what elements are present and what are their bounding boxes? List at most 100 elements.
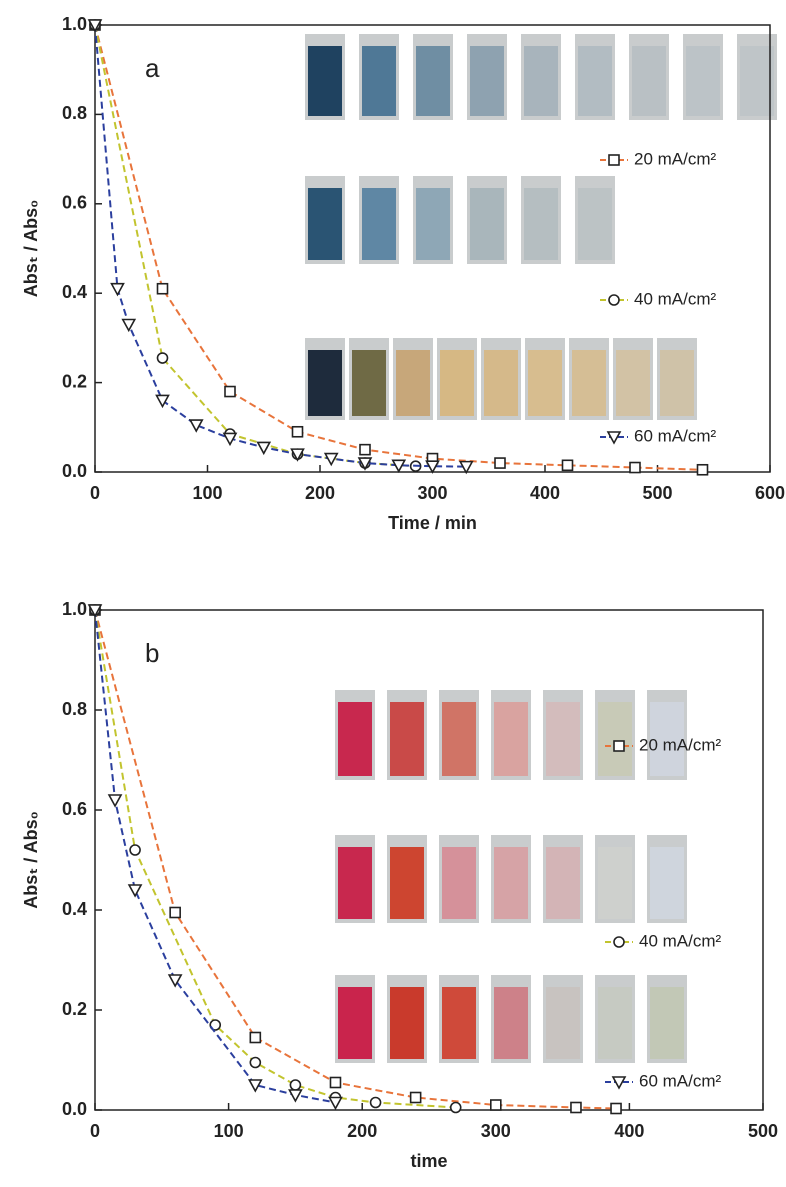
x-tick-label: 300 [481,1121,511,1141]
marker [155,394,170,409]
y-tick-label: 0.0 [62,461,87,481]
panel-label: b [145,638,159,668]
x-tick-label: 500 [642,483,672,503]
vial-liquid [308,188,342,260]
legend-label: 20 mA/cm² [639,735,722,754]
vial-liquid [524,188,558,260]
marker [87,19,103,33]
marker [188,419,204,433]
vial-liquid [308,46,342,116]
vial-liquid [650,987,684,1059]
x-tick-label: 200 [305,483,335,503]
x-tick-label: 300 [417,483,447,503]
marker [87,604,103,618]
vial-liquid [470,46,504,116]
legend-marker [613,740,625,752]
vial-liquid [416,188,450,260]
vial-liquid [352,350,386,416]
marker [291,425,304,438]
x-tick-label: 600 [755,483,785,503]
marker [209,1019,222,1031]
marker [494,457,506,469]
vial-liquid [632,46,666,116]
marker [249,1056,262,1069]
marker [369,1096,382,1109]
vial-liquid [390,847,424,919]
marker [156,352,169,364]
vial-liquid [494,987,528,1059]
x-tick-label: 400 [614,1121,644,1141]
y-tick-label: 0.2 [62,999,87,1019]
y-tick-label: 0.0 [62,1099,87,1119]
marker [329,1076,342,1089]
marker [167,974,183,988]
vial-liquid [524,46,558,116]
x-tick-label: 100 [214,1121,244,1141]
legend-label: 40 mA/cm² [634,289,717,308]
vial-liquid [440,350,474,416]
vial-liquid [470,188,504,260]
marker [110,282,125,297]
vial-liquid [598,987,632,1059]
vial-liquid [740,46,774,116]
series-line [94,609,617,1110]
vial-liquid [598,847,632,919]
legend-marker [608,294,620,306]
x-tick-label: 0 [90,483,100,503]
marker [696,463,709,476]
vial-liquid [494,702,528,776]
marker [288,1089,303,1103]
vial-liquid [308,350,342,416]
vial-liquid [338,702,372,776]
legend-marker [606,431,622,445]
vial-liquid [528,350,562,416]
legend-label: 60 mA/cm² [634,426,717,445]
marker [570,1101,582,1114]
marker [610,1102,622,1115]
vial-liquid [546,702,580,776]
x-tick-label: 400 [530,483,560,503]
marker [449,1101,462,1114]
series-line [94,24,703,471]
vial-liquid [616,350,650,416]
y-tick-label: 0.8 [62,699,87,719]
vial-liquid [442,847,476,919]
x-axis-label: Time / min [388,513,477,533]
legend-label: 20 mA/cm² [634,149,717,168]
marker [222,432,238,447]
marker [121,318,137,333]
marker [359,443,371,456]
vial-liquid [484,350,518,416]
marker [409,1091,422,1104]
legend-marker [611,1076,627,1090]
marker [489,1099,502,1111]
marker [290,448,305,462]
legend-marker [608,154,620,166]
vial-liquid [578,46,612,116]
marker [425,460,440,474]
marker [127,884,143,898]
y-tick-label: 0.6 [62,193,87,213]
y-tick-label: 1.0 [62,14,87,34]
marker [458,460,474,475]
vial-liquid [390,702,424,776]
vial-liquid [650,847,684,919]
y-tick-label: 0.4 [62,282,87,302]
marker [247,1079,263,1093]
marker [249,1031,262,1044]
vial-liquid [578,188,612,260]
y-tick-label: 0.6 [62,799,87,819]
vial-liquid [362,46,396,116]
y-axis-label: Absₜ / Abs₀ [21,200,41,297]
marker [289,1079,302,1091]
vial-liquid [416,46,450,116]
panel-label: a [145,53,160,83]
vial-liquid [660,350,694,416]
y-tick-label: 1.0 [62,599,87,619]
vial-liquid [390,987,424,1059]
legend-marker [613,936,625,948]
marker [391,459,407,473]
marker [629,461,641,474]
